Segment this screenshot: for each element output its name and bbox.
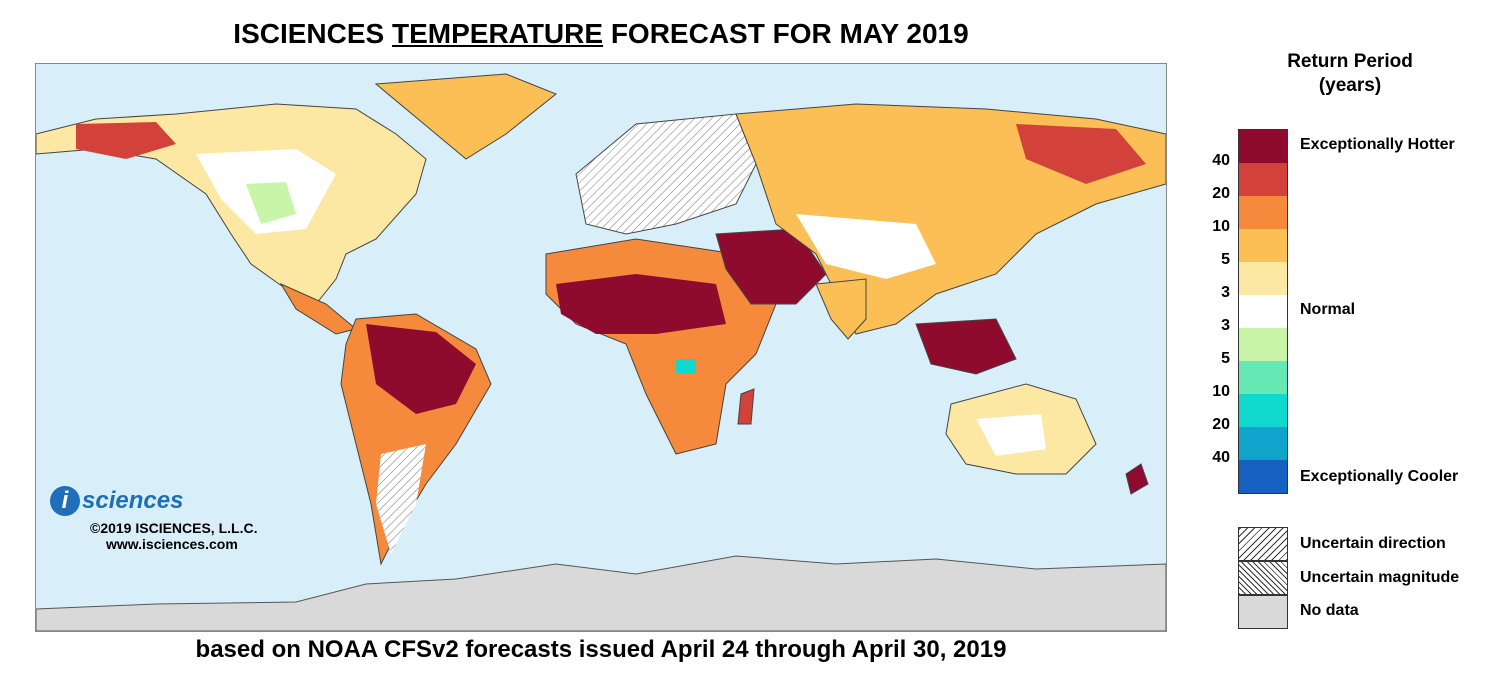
south-america-hatch — [376, 444, 426, 554]
asia-hot-east — [1016, 124, 1146, 184]
legend-swatch-1 — [1239, 163, 1287, 196]
legend-hatch-direction-swatch — [1238, 527, 1288, 561]
legend-label-normal: Normal — [1300, 301, 1356, 318]
africa-cool — [676, 359, 696, 374]
australia-normal — [976, 414, 1046, 456]
new-zealand-region — [1125, 463, 1149, 495]
title-prefix: ISCIENCES — [233, 18, 392, 49]
legend-tick-0: 40 — [1212, 152, 1230, 169]
title-suffix: FORECAST FOR MAY 2019 — [603, 18, 969, 49]
legend-title-line1: Return Period — [1287, 51, 1413, 72]
legend-tick-6: 5 — [1221, 350, 1230, 367]
legend-hatch-magnitude-label: Uncertain magnitude — [1300, 569, 1460, 586]
europe-hatch — [576, 114, 756, 234]
world-map-graphic — [36, 73, 1166, 631]
map-title: ISCIENCES TEMPERATURE FORECAST FOR MAY 2… — [36, 18, 1166, 50]
legend-swatch-9 — [1239, 427, 1287, 460]
india-region — [815, 278, 867, 340]
greenland-region — [374, 73, 557, 160]
legend-swatch-2 — [1239, 196, 1287, 229]
southeast-asia-region — [915, 318, 1017, 375]
title-underlined: TEMPERATURE — [392, 18, 604, 49]
legend-swatch-7 — [1239, 361, 1287, 394]
central-america-region — [279, 282, 358, 335]
legend-label-cool: Exceptionally Cooler — [1300, 468, 1459, 485]
legend-swatch-10 — [1239, 460, 1287, 493]
legend-title-line2: (years) — [1318, 75, 1382, 96]
legend-tick-3: 5 — [1221, 251, 1230, 268]
legend-tick-4: 3 — [1221, 284, 1230, 301]
north-america-hot — [76, 122, 176, 159]
antarctica-region — [36, 555, 1166, 631]
legend-tick-1: 20 — [1212, 185, 1230, 202]
map-subtitle: based on NOAA CFSv2 forecasts issued Apr… — [195, 636, 1007, 663]
legend-tick-8: 20 — [1212, 416, 1230, 433]
asia-normal — [796, 214, 936, 279]
world-map — [35, 63, 1167, 632]
logo-website: www.isciences.com — [106, 536, 238, 552]
logo-brand: sciences — [82, 487, 184, 514]
legend-hatch-magnitude-swatch — [1238, 561, 1288, 595]
legend-swatch-3 — [1239, 229, 1287, 262]
legend-swatch-0 — [1239, 130, 1287, 163]
madagascar-region — [737, 388, 755, 425]
legend-tick-2: 10 — [1212, 218, 1230, 235]
legend-tick-9: 40 — [1212, 449, 1230, 466]
south-america-hot — [366, 324, 476, 414]
north-america-cool — [246, 182, 296, 224]
legend-hatch-direction-label: Uncertain direction — [1300, 535, 1446, 552]
legend-swatch-8 — [1239, 394, 1287, 427]
logo-mark: i — [50, 486, 80, 516]
legend-swatch-6 — [1239, 328, 1287, 361]
legend-title: Return Period (years) — [1250, 50, 1450, 98]
legend-tick-5: 3 — [1221, 317, 1230, 334]
legend-swatch-4 — [1239, 262, 1287, 295]
legend-nodata-label: No data — [1300, 602, 1359, 619]
legend-nodata-swatch — [1238, 595, 1288, 629]
legend-swatch-5 — [1239, 295, 1287, 328]
logo-copyright: ©2019 ISCIENCES, L.L.C. — [90, 520, 258, 536]
legend-label-hot: Exceptionally Hotter — [1300, 136, 1455, 153]
africa-hot — [556, 274, 726, 334]
legend-color-scale — [1238, 129, 1288, 494]
legend-tick-7: 10 — [1212, 383, 1230, 400]
isciences-logo: i sciences ©2019 ISCIENCES, L.L.C. www.i… — [50, 486, 290, 552]
